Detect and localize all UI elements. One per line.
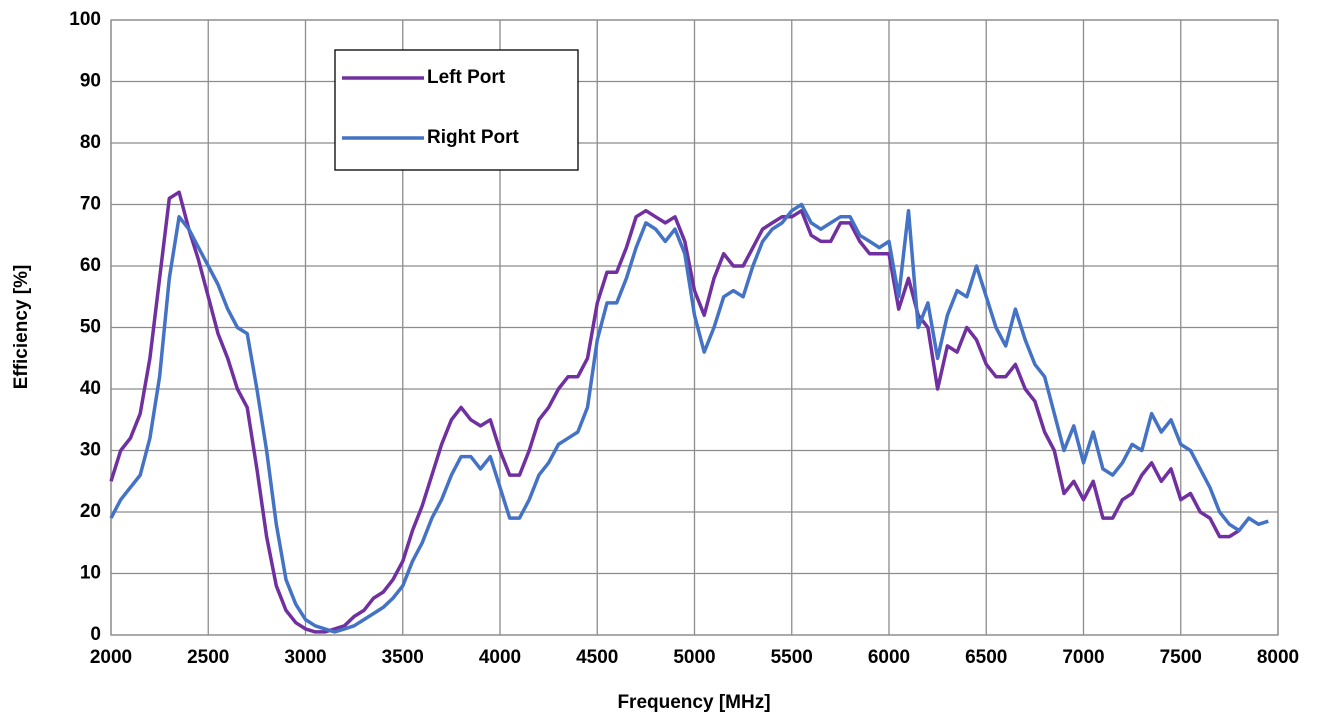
legend-label: Left Port [427,67,506,88]
x-tick-label: 2500 [187,647,229,668]
y-tick-label: 40 [80,378,101,399]
series-line [109,202,1269,634]
y-tick-label: 30 [80,440,101,461]
y-tick-label: 90 [80,71,101,92]
x-tick-label: 7000 [1062,647,1104,668]
x-tick-label: 6500 [965,647,1007,668]
x-tick-label: 4000 [479,647,521,668]
x-tick-label: 2000 [90,647,132,668]
x-tick-label: 6000 [868,647,910,668]
x-tick-label: 8000 [1257,647,1299,668]
x-tick-label: 4500 [576,647,618,668]
y-tick-label: 100 [69,9,101,30]
x-tick-label: 3500 [382,647,424,668]
y-tick-label: 10 [80,563,101,584]
plot-frame [110,19,1279,636]
x-tick-label: 5000 [673,647,715,668]
legend-box [334,49,579,171]
series-line [109,190,1241,634]
x-tick-label: 3000 [284,647,326,668]
legend-label: Right Port [427,127,519,148]
y-tick-label: 70 [80,194,101,215]
y-tick-label: 60 [80,255,101,276]
y-tick-label: 20 [80,501,101,522]
x-tick-label: 7500 [1160,647,1202,668]
x-tick-label: 5500 [771,647,813,668]
y-axis-title: Efficiency [%] [11,265,32,390]
y-tick-label: 50 [80,317,101,338]
x-axis-title: Frequency [MHz] [617,692,770,713]
y-tick-label: 0 [90,624,101,645]
y-tick-label: 80 [80,132,101,153]
